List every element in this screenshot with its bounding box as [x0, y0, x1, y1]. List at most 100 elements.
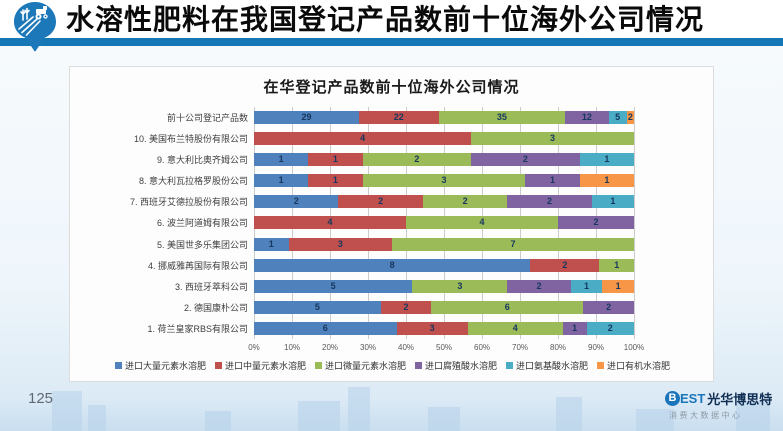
- segment-value-label: 2: [607, 322, 613, 333]
- chart-row: 5. 美国世多乐集团公司 1 3 7: [70, 237, 634, 251]
- bar-segment: 2: [530, 258, 600, 272]
- segment-value-label: 2: [547, 196, 553, 207]
- bar-stack: 1 3 7: [254, 237, 634, 251]
- x-tick-label: 30%: [359, 343, 377, 352]
- legend-swatch-icon: [415, 362, 422, 369]
- chart-row: 9. 意大利比奥齐姆公司 1 1 2 2 1: [70, 153, 634, 167]
- bar-segment: 8: [254, 258, 531, 272]
- bar-segment: 3: [471, 132, 634, 146]
- building-silhouette: [88, 405, 106, 431]
- segment-value-label: 2: [462, 196, 468, 207]
- chart-legend: 进口大量元素水溶肥 进口中量元素水溶肥 进口微量元素水溶肥 进口腐殖酸水溶肥 进口氨基酸…: [110, 359, 675, 372]
- chart-title: 在华登记产品数前十位海外公司情况: [263, 79, 520, 96]
- bar-stack: 1 1 2 2 1: [254, 153, 634, 167]
- building-silhouette: [205, 411, 231, 431]
- legend-swatch-icon: [314, 362, 322, 369]
- slide-header: 水溶性肥料在我国登记产品数前十位海外公司情况: [0, 0, 783, 38]
- building-silhouette: [428, 407, 460, 431]
- brand-subtitle: 消费大数据中心: [669, 411, 743, 420]
- farm-balloon-logo-icon: [14, 2, 56, 53]
- x-tick-label: 10%: [283, 343, 301, 352]
- x-tick-label: 70%: [511, 343, 529, 352]
- building-silhouette: [636, 409, 674, 431]
- bar-segment: 3: [412, 279, 508, 293]
- bar-segment: 29: [254, 111, 359, 125]
- category-label: 5. 美国世多乐集团公司: [156, 239, 248, 250]
- legend-swatch-icon: [597, 362, 605, 369]
- legend-label: 进口中量元素水溶肥: [224, 361, 306, 371]
- bar-stack: 5 2 6 2: [254, 300, 634, 314]
- bar-segment: 1: [254, 153, 309, 167]
- legend-label: 进口大量元素水溶肥: [124, 361, 206, 371]
- bar-segment: 2: [583, 300, 634, 314]
- bar-segment: 2: [254, 195, 339, 209]
- segment-value-label: 2: [627, 112, 633, 123]
- segment-value-label: 1: [268, 238, 274, 249]
- segment-value-label: 3: [457, 280, 463, 291]
- legend-swatch-icon: [506, 362, 514, 369]
- bar-segment: 4: [467, 321, 563, 335]
- segment-value-label: 4: [327, 217, 333, 228]
- segment-value-label: 4: [479, 217, 485, 228]
- segment-value-label: 5: [314, 301, 320, 312]
- bar-segment: 2: [586, 321, 634, 335]
- category-label: 前十公司登记产品数: [166, 113, 248, 124]
- bar-segment: 22: [358, 111, 439, 125]
- x-tick-label: 100%: [623, 343, 645, 352]
- legend-swatch-icon: [214, 362, 222, 369]
- x-tick-label: 60%: [473, 343, 491, 352]
- bar-segment: 12: [565, 111, 609, 125]
- legend-item: 进口大量元素水溶肥: [114, 359, 206, 372]
- bar-segment: 5: [254, 300, 381, 314]
- segment-value-label: 8: [389, 259, 395, 270]
- bar-stack: 8 2 1: [254, 258, 634, 272]
- segment-value-label: 1: [610, 196, 616, 207]
- x-tick-label: 90%: [587, 343, 605, 352]
- segment-value-label: 4: [512, 322, 518, 333]
- header-accent-bar: [0, 38, 783, 46]
- bar-segment: 1: [591, 195, 634, 209]
- segment-value-label: 1: [572, 322, 578, 333]
- segment-value-label: 5: [615, 112, 621, 123]
- bar-segment: 2: [362, 153, 472, 167]
- bar-segment: 5: [608, 111, 627, 125]
- bar-segment: 4: [406, 216, 558, 230]
- segment-value-label: 35: [496, 112, 507, 123]
- bar-stack: 2 2 2 2 1: [254, 195, 634, 209]
- category-label: 3. 西班牙萃科公司: [174, 281, 248, 292]
- bar-segment: 5: [254, 279, 413, 293]
- segment-value-label: 29: [301, 112, 312, 123]
- x-axis: 0% 10% 20% 30% 40% 50% 60% 70% 80% 90% 100%: [248, 343, 644, 353]
- segment-value-label: 1: [332, 154, 338, 165]
- segment-value-label: 5: [330, 280, 336, 291]
- legend-label: 进口微量元素水溶肥: [324, 361, 406, 371]
- category-label: 1. 荷兰皇家RBS有限公司: [147, 323, 248, 334]
- segment-value-label: 3: [337, 238, 343, 249]
- building-silhouette: [52, 391, 82, 431]
- segment-value-label: 2: [378, 196, 384, 207]
- x-tick-label: 50%: [435, 343, 453, 352]
- bar-segment: 4: [254, 132, 472, 146]
- x-tick-label: 20%: [321, 343, 339, 352]
- brand-row: B EST 光华博思特: [665, 389, 775, 408]
- chart-row: 1. 荷兰皇家RBS有限公司 6 3 4 1 2: [70, 321, 634, 335]
- bar-segment: 2: [507, 195, 592, 209]
- segment-value-label: 1: [278, 154, 284, 165]
- bar-segment: 1: [308, 174, 363, 188]
- bar-segment: 1: [570, 279, 603, 293]
- segment-value-label: 3: [441, 175, 447, 186]
- segment-value-label: 3: [550, 133, 556, 144]
- segment-value-label: 2: [593, 217, 599, 228]
- bar-segment: 2: [471, 153, 580, 167]
- bar-segment: 2: [380, 300, 432, 314]
- chart-row: 10. 美国布兰特股份有限公司 4 3: [70, 132, 634, 146]
- page-number: 125: [28, 390, 54, 407]
- segment-value-label: 4: [360, 133, 366, 144]
- segment-value-label: 2: [414, 154, 420, 165]
- chart-rows: 前十公司登记产品数 29 22 35 12 5 2 10. 美国布兰特股份有限公司 4 3 9. 意…: [70, 107, 634, 339]
- legend-item: 进口中量元素水溶肥: [214, 359, 306, 372]
- bar-segment: 1: [308, 153, 363, 167]
- bar-stack: 1 1 3 1 1: [254, 174, 634, 188]
- chart-row: 7. 西班牙艾德拉股份有限公司 2 2 2 2 1: [70, 195, 634, 209]
